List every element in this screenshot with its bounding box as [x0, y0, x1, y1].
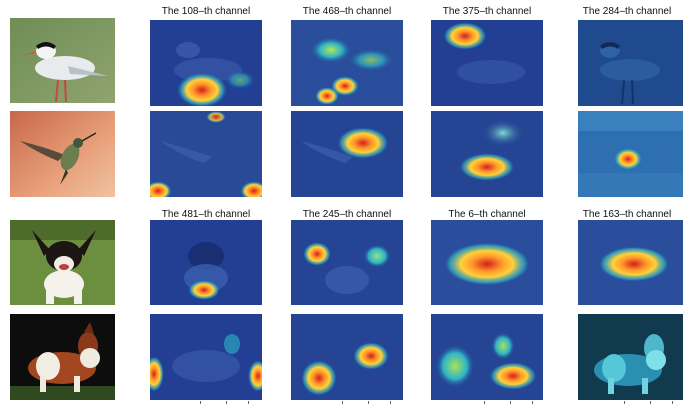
heatmap-ch375-hummingbird — [431, 111, 543, 197]
heatmap-ch6 — [431, 220, 543, 305]
channel-title-284: The 284–th channel — [582, 6, 672, 17]
axis-tick — [624, 401, 625, 404]
axis-tick — [368, 401, 369, 404]
puppy-photo — [10, 220, 115, 305]
axis-tick — [650, 401, 651, 404]
axis-tick — [390, 401, 391, 404]
heatmap-ch108 — [150, 20, 262, 106]
channel-title-375: The 375–th channel — [442, 6, 532, 17]
axis-tick — [200, 401, 201, 404]
channel-title-108: The 108–th channel — [161, 6, 251, 17]
channel-title-245: The 245–th channel — [302, 209, 392, 220]
heatmap-ch481-collie — [150, 314, 262, 400]
heatmap-ch245-collie — [291, 314, 403, 400]
axis-tick — [342, 401, 343, 404]
heatmap-ch375 — [431, 20, 543, 106]
channel-title-468: The 468–th channel — [302, 6, 392, 17]
heatmap-ch468 — [291, 20, 403, 106]
heatmap-ch163-collie — [578, 314, 683, 400]
collie-photo — [10, 314, 115, 400]
heatmap-ch284-hummingbird — [578, 111, 683, 197]
axis-tick — [248, 401, 249, 404]
axis-tick — [510, 401, 511, 404]
heatmap-ch6-collie — [431, 314, 543, 400]
axis-tick — [532, 401, 533, 404]
heatmap-ch481 — [150, 220, 262, 305]
channel-title-163: The 163–th channel — [582, 209, 672, 220]
heatmap-ch245 — [291, 220, 403, 305]
tern-photo — [10, 18, 115, 103]
heatmap-ch108-hummingbird — [150, 111, 262, 197]
hummingbird-photo — [10, 111, 115, 197]
heatmap-ch284 — [578, 20, 683, 106]
heatmap-ch163 — [578, 220, 683, 305]
axis-tick — [484, 401, 485, 404]
axis-tick — [672, 401, 673, 404]
heatmap-ch468-hummingbird — [291, 111, 403, 197]
axis-tick — [226, 401, 227, 404]
channel-title-6: The 6–th channel — [448, 209, 526, 220]
channel-title-481: The 481–th channel — [161, 209, 251, 220]
